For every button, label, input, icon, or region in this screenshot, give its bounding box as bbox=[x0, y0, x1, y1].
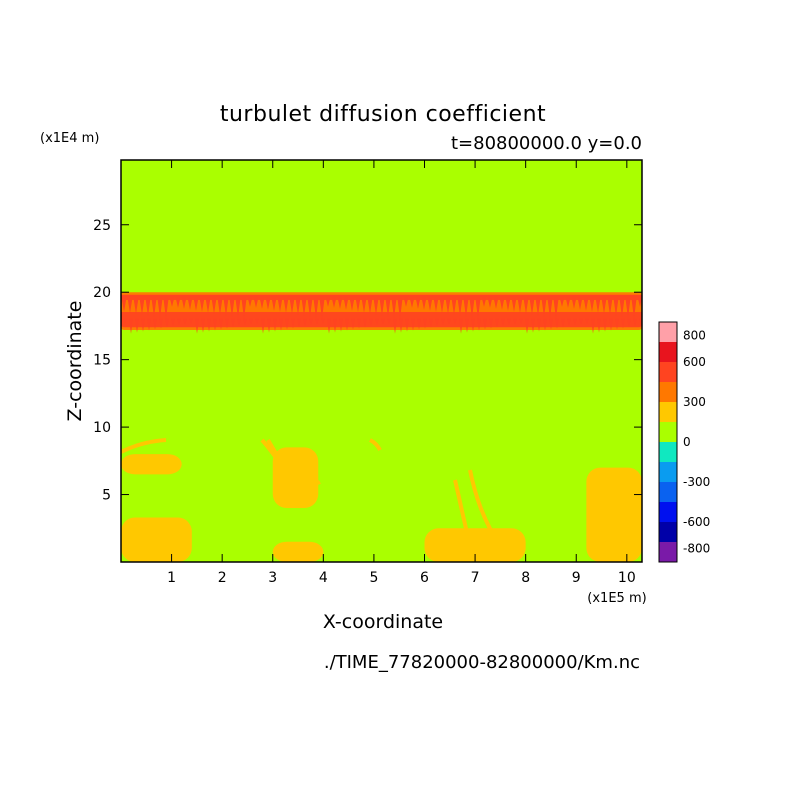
x-axis: 1 2 3 4 5 6 7 8 9 10 bbox=[167, 160, 636, 586]
y-unit-label: (x1E4 m) bbox=[40, 131, 99, 146]
source-file-label: ./TIME_77820000-82800000/Km.nc bbox=[324, 652, 640, 673]
colorbar-swatch bbox=[659, 362, 677, 382]
colorbar-swatch bbox=[659, 422, 677, 442]
y-tick-label: 15 bbox=[93, 353, 111, 369]
colorbar-tick-label: 0 bbox=[683, 435, 691, 449]
plot-area bbox=[121, 160, 642, 562]
x-tick-label: 4 bbox=[319, 570, 328, 586]
colorbar-swatch bbox=[659, 522, 677, 542]
colorbar-tick-label: 600 bbox=[683, 355, 706, 369]
colorbar-tick-label: 800 bbox=[683, 328, 706, 342]
x-axis-label: X-coordinate bbox=[323, 611, 443, 633]
colorbar: 800 600 300 0 -300 -600 -800 bbox=[658, 321, 710, 563]
x-unit-label: (x1E5 m) bbox=[587, 591, 646, 606]
colorbar-tick-label: -800 bbox=[683, 542, 710, 556]
y-tick-label: 25 bbox=[93, 218, 111, 234]
orange-filaments bbox=[121, 438, 623, 561]
colorbar-frame bbox=[658, 321, 678, 563]
x-tick-label: 7 bbox=[471, 570, 480, 586]
x-tick-label: 6 bbox=[420, 570, 429, 586]
contour-region-3 bbox=[272, 541, 324, 562]
colorbar-tick-label: -300 bbox=[683, 475, 710, 489]
y-tick-label: 5 bbox=[102, 488, 111, 504]
x-tick-label: 10 bbox=[618, 570, 636, 586]
colorbar-swatch bbox=[659, 442, 677, 462]
x-tick-label: 3 bbox=[268, 570, 277, 586]
colorbar-swatch bbox=[659, 502, 677, 522]
chart-title: turbulet diffusion coefficient bbox=[220, 102, 546, 127]
y-axis-label: Z-coordinate bbox=[64, 301, 86, 422]
contour-region-5 bbox=[586, 467, 642, 562]
x-tick-label: 1 bbox=[167, 570, 176, 586]
plot-frame bbox=[120, 159, 643, 563]
chart-subtitle: t=80800000.0 y=0.0 bbox=[451, 133, 642, 154]
colorbar-tick-label: -600 bbox=[683, 515, 710, 529]
colorbar-swatch bbox=[659, 542, 677, 562]
colorbar-swatch bbox=[659, 322, 677, 342]
x-tick-label: 8 bbox=[521, 570, 530, 586]
colorbar-swatch bbox=[659, 402, 677, 422]
x-tick-label: 2 bbox=[218, 570, 227, 586]
y-tick-label: 20 bbox=[93, 285, 111, 301]
field-background bbox=[121, 160, 642, 562]
colorbar-swatch bbox=[659, 382, 677, 402]
y-tick-label: 10 bbox=[93, 420, 111, 436]
contour-region-2 bbox=[121, 517, 192, 562]
x-tick-label: 5 bbox=[369, 570, 378, 586]
colorbar-swatch bbox=[659, 482, 677, 502]
x-tick-label: 9 bbox=[572, 570, 581, 586]
y-axis: 5 10 15 20 25 bbox=[93, 218, 642, 504]
red-band-texture bbox=[121, 294, 642, 334]
colorbar-tick-label: 300 bbox=[683, 395, 706, 409]
contour-region-6 bbox=[121, 454, 182, 475]
colorbar-swatch bbox=[659, 342, 677, 362]
colorbar-swatch bbox=[659, 462, 677, 482]
contour-region-4 bbox=[424, 528, 526, 562]
